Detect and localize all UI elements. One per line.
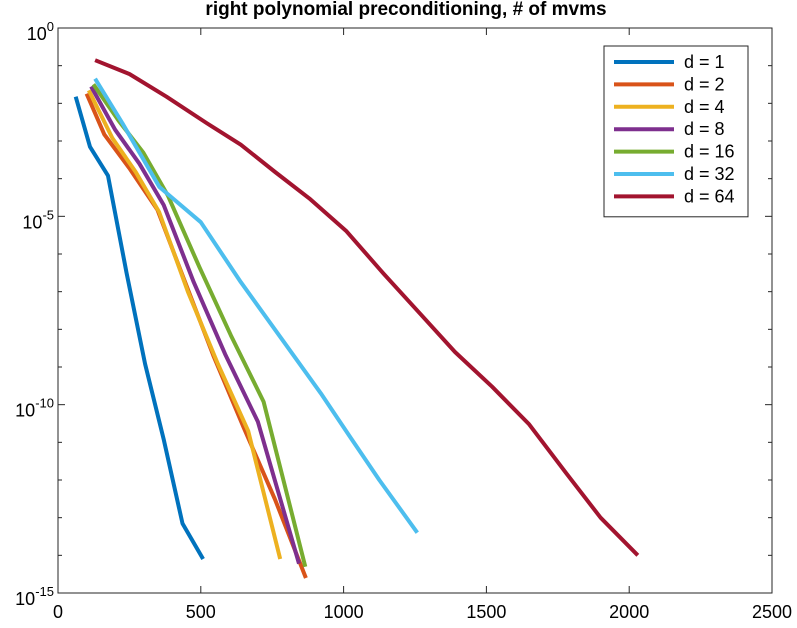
- x-tick-label: 1000: [324, 602, 364, 622]
- series-line-d-8: [89, 85, 301, 565]
- axis-ticks: 0 500 1000 1500 2000 2500 100 10-5 10-10 10-15: [15, 19, 792, 622]
- legend-label: d = 1: [684, 52, 725, 72]
- legend-box: [603, 45, 749, 218]
- series-line-d-1: [73, 96, 205, 561]
- legend: d = 1d = 2 d = 4d = 8 d = 16d = 32d = 64: [603, 45, 749, 218]
- y-tick-label: 10-10: [15, 396, 54, 421]
- legend-label: d = 64: [684, 186, 735, 206]
- y-tick-label: 100: [27, 19, 54, 44]
- series-line-d-32: [93, 77, 419, 534]
- data-series: [73, 58, 640, 579]
- x-tick-label: 500: [186, 602, 216, 622]
- series-line-d-64: [94, 58, 640, 557]
- legend-label: d = 8: [684, 119, 725, 139]
- x-tick-label: 0: [53, 602, 63, 622]
- x-tick-label: 2500: [752, 602, 792, 622]
- legend-label: d = 32: [684, 164, 735, 184]
- x-tick-label: 1500: [466, 602, 506, 622]
- chart-title: right polynomial preconditioning, # of m…: [205, 0, 606, 20]
- x-tick-label: 2000: [609, 602, 649, 622]
- y-tick-label: 10-5: [22, 207, 54, 232]
- legend-label: d = 4: [684, 97, 725, 117]
- y-tick-label: 10-15: [15, 584, 54, 609]
- series-line-d-4: [87, 89, 283, 560]
- legend-label: d = 16: [684, 142, 735, 162]
- legend-label: d = 2: [684, 74, 725, 94]
